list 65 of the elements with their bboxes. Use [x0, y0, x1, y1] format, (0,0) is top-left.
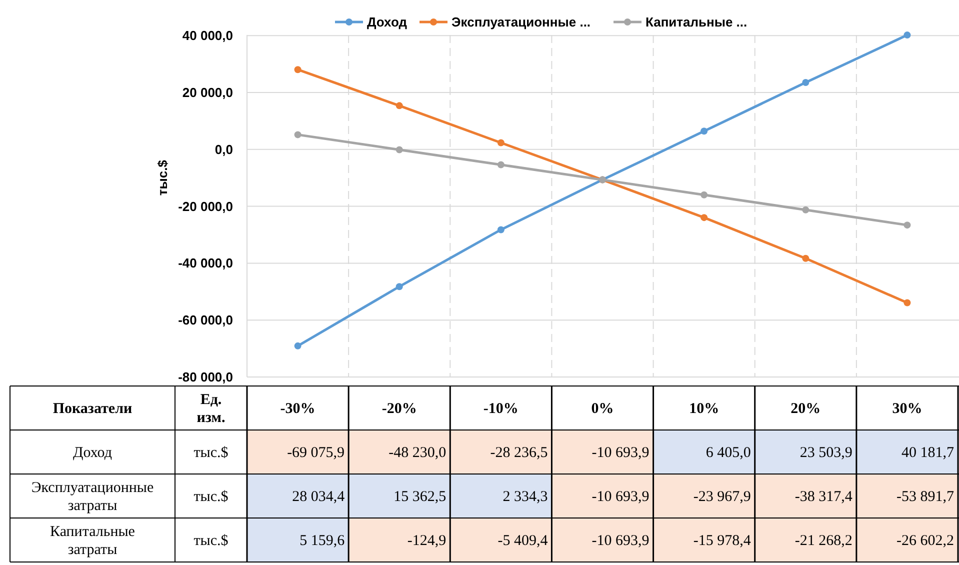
text: тыс.$ — [194, 533, 228, 549]
point — [904, 299, 911, 306]
data-label: 28 034,4 — [292, 489, 346, 505]
x-tick-label: 0% — [591, 401, 614, 417]
data-label: -10 693,9 — [592, 445, 650, 461]
text: тыс.$ — [194, 445, 229, 461]
data-label: 23 503,9 — [800, 445, 852, 461]
data-label: -69 075,9 — [287, 445, 345, 461]
data-label: -10 693,9 — [592, 489, 650, 505]
data-label: -38 317,4 — [794, 489, 853, 505]
x-tick-label: 20% — [790, 401, 821, 417]
text: Эксплуатационные затраты — [31, 480, 154, 514]
point — [802, 254, 810, 262]
x-tick-label: -10% — [483, 401, 518, 417]
y-tick-label: -20 000,0 — [178, 198, 233, 214]
y-tick-label: 20 000,0 — [182, 84, 233, 100]
x-tick-label: 10% — [689, 401, 720, 417]
data-label: -28 236,5 — [490, 445, 548, 461]
point — [904, 32, 911, 39]
x-tick-label: -20% — [382, 401, 417, 417]
point — [700, 214, 708, 222]
point — [497, 161, 504, 168]
data-label: -15 978,4 — [693, 533, 752, 549]
x-tick-label: 30% — [892, 401, 922, 417]
point — [700, 191, 708, 198]
data-label: -10 693,9 — [592, 533, 650, 549]
point — [802, 206, 810, 214]
point — [294, 131, 302, 138]
data-label: 2 334,3 — [502, 489, 548, 505]
data-label: 40 181,7 — [902, 445, 954, 461]
point — [904, 222, 911, 229]
point — [396, 102, 403, 110]
data-label: -124,9 — [407, 533, 446, 549]
legend-label: Капитальные ... — [646, 14, 748, 30]
text: тыс.$ — [194, 489, 228, 505]
data-label: 5 159,6 — [300, 533, 346, 549]
y-tick-label: -40 000,0 — [178, 256, 233, 271]
y-tick-label: -60 000,0 — [178, 312, 233, 328]
x-tick-label: -30% — [280, 401, 316, 417]
data-label: -26 602,2 — [896, 533, 954, 549]
legend-label: Эксплуатационные ... — [452, 14, 591, 30]
data-label: -23 967,9 — [693, 489, 751, 505]
data-label: -48 230,0 — [388, 445, 446, 461]
y-tick-label: -80 000,0 — [178, 370, 233, 384]
y-tick-label: 40 000,0 — [182, 28, 233, 44]
point — [802, 79, 810, 86]
text: Показатели — [52, 401, 133, 417]
legend-label: Доход — [367, 14, 408, 30]
point — [497, 139, 504, 146]
data-label: -21 268,2 — [794, 533, 852, 549]
point — [396, 146, 403, 154]
data-label: 15 362,5 — [394, 489, 446, 505]
point — [396, 283, 403, 290]
y-axis-title: тыс.$ — [155, 159, 170, 196]
point — [294, 66, 302, 74]
y-tick-label: 0,0 — [214, 142, 233, 157]
text: Капитальные затраты — [50, 524, 136, 558]
point — [294, 342, 302, 350]
text: Доход — [73, 445, 112, 461]
text: Ед. изм. — [196, 392, 226, 426]
data-label: 6 405,0 — [706, 445, 751, 461]
point — [497, 226, 504, 234]
data-label: -53 891,7 — [896, 489, 954, 505]
point — [700, 128, 708, 135]
data-label: -5 409,4 — [498, 533, 548, 549]
